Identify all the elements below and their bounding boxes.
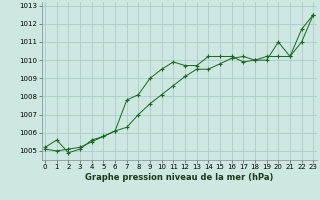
X-axis label: Graphe pression niveau de la mer (hPa): Graphe pression niveau de la mer (hPa)	[85, 173, 273, 182]
